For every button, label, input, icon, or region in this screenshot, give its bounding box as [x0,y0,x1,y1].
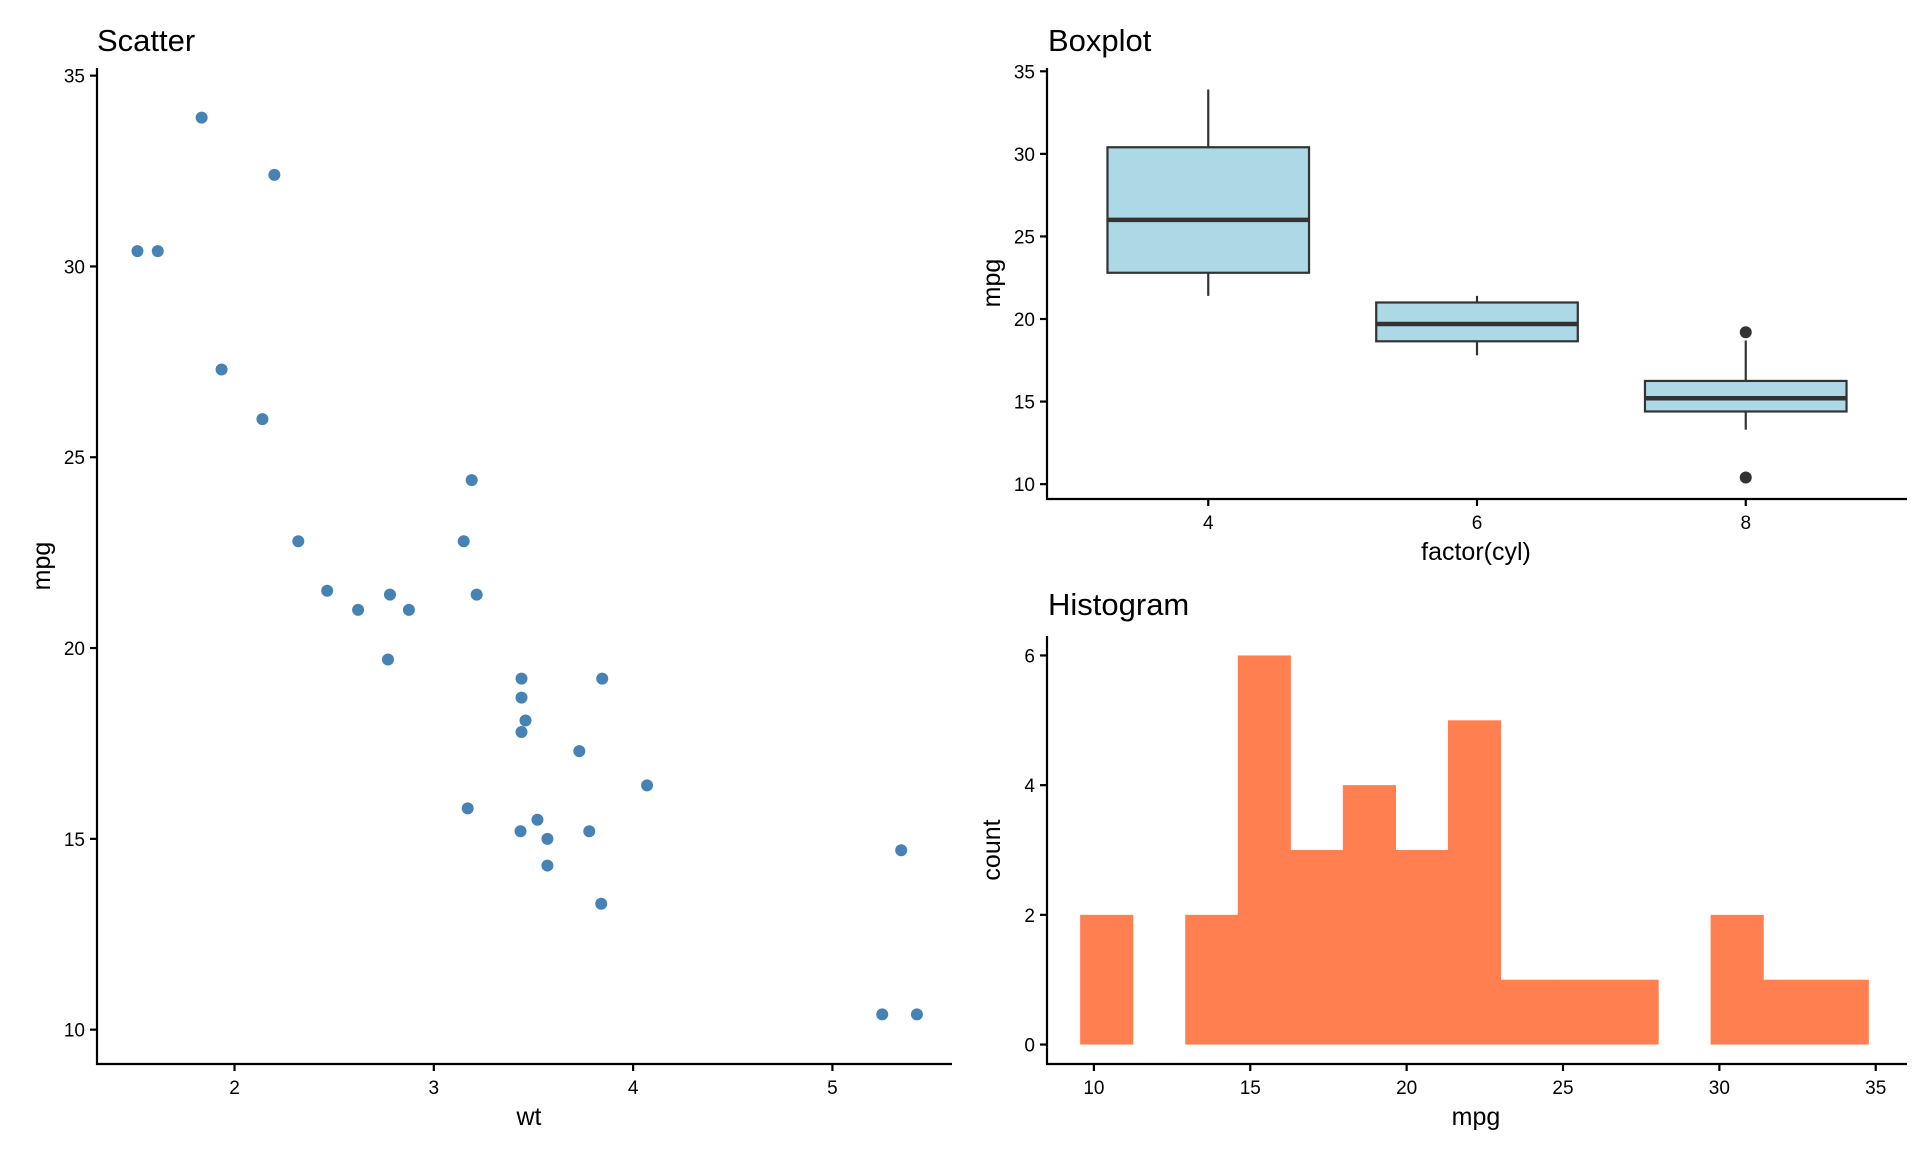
histogram-x-tick-label: 15 [1240,1078,1261,1099]
scatter-y-tick-label: 20 [64,639,85,660]
boxplot-panel: Boxplot 10 15 20 25 30 35 4 6 8 factor(cyl) mpg [978,23,1907,566]
scatter-point [595,897,608,910]
scatter-point [519,714,532,727]
scatter-panel: Scatter 10 15 20 25 30 35 2 3 4 5 wt mpg [28,23,952,1131]
histogram-bar [1080,914,1134,1045]
scatter-point [292,535,305,548]
boxplot-outlier [1739,326,1752,339]
histogram-title: Histogram [1048,587,1189,622]
histogram-y-tick-label: 6 [1024,646,1035,667]
scatter-point [461,802,474,815]
scatter-point [465,474,478,487]
histogram-x-tick-label: 25 [1552,1078,1573,1099]
scatter-x-tick-label: 4 [628,1078,639,1099]
boxplot-y-tick-label: 30 [1014,145,1035,166]
scatter-x-tick-label: 3 [429,1078,440,1099]
histogram-x-tick-label: 10 [1083,1078,1104,1099]
scatter-point [583,825,596,838]
histogram-bar [1395,850,1449,1045]
scatter-y-tick-label: 25 [64,448,85,469]
histogram-bar [1342,785,1396,1045]
boxplot-y-tick-label: 10 [1014,475,1035,496]
scatter-point [515,726,528,738]
boxplot-y-axis-title: mpg [978,259,1006,308]
histogram-y-tick-label: 4 [1024,776,1035,797]
boxplot-x-tick-label: 8 [1740,513,1751,534]
scatter-x-tick-label: 5 [827,1078,838,1099]
histogram-x-tick-label: 30 [1709,1078,1730,1099]
scatter-y-tick-label: 15 [64,830,85,851]
histogram-bars [1080,655,1869,1045]
histogram-bar [1447,720,1502,1045]
scatter-point [515,672,528,685]
scatter-point [151,245,164,258]
boxplot-x-tick-label: 4 [1203,513,1214,534]
scatter-point [514,825,527,838]
scatter-point [383,588,396,601]
histogram-y-tick-label: 0 [1024,1036,1035,1057]
histogram-y-axis-title: count [978,819,1006,880]
boxplot-x-tick-label: 6 [1472,513,1483,534]
scatter-point [457,535,470,548]
scatter-y-tick-label: 30 [64,257,85,278]
scatter-point [131,245,144,258]
histogram-bar [1290,850,1344,1045]
scatter-point [541,859,554,872]
scatter-point [256,413,269,426]
histogram-bar [1237,655,1291,1045]
scatter-y-tick-label: 10 [64,1021,85,1042]
histogram-x-axis-title: mpg [1452,1103,1501,1131]
boxplot-title: Boxplot [1048,23,1152,58]
scatter-point [195,111,208,124]
scatter-point [352,603,365,616]
scatter-point [541,832,554,845]
scatter-point [596,672,609,685]
scatter-point [402,603,415,616]
histogram-bar [1815,979,1869,1045]
boxplot-ticks: 10 15 20 25 30 35 4 6 8 [1014,62,1751,534]
histogram-x-tick-label: 35 [1865,1078,1886,1099]
scatter-x-axis-title: wt [516,1103,542,1131]
histogram-bar [1552,979,1607,1045]
histogram-y-tick-label: 2 [1024,906,1035,927]
scatter-point [381,653,394,666]
boxplot-outlier [1739,471,1752,484]
scatter-point [876,1008,889,1021]
scatter-point [215,363,228,376]
histogram-panel: Histogram 0 2 4 6 10 15 20 25 30 35 mpg count [978,587,1907,1131]
scatter-point [641,779,654,792]
scatter-y-tick-label: 35 [64,67,85,88]
histogram-bar [1710,914,1764,1045]
scatter-point [470,588,483,601]
scatter-title: Scatter [97,23,195,58]
boxplot-y-tick-label: 35 [1014,62,1035,83]
boxplot-box [1106,146,1311,274]
histogram-ticks: 0 2 4 6 10 15 20 25 30 35 [1024,646,1886,1099]
scatter-point [895,844,908,857]
histogram-bar [1605,979,1659,1045]
histogram-bar [1500,979,1554,1045]
scatter-point [268,168,281,181]
scatter-point [910,1008,923,1021]
boxplot-x-axis-title: factor(cyl) [1421,538,1531,566]
scatter-points [131,111,923,1021]
scatter-ticks: 10 15 20 25 30 35 2 3 4 5 [64,67,838,1099]
scatter-x-tick-label: 2 [229,1078,240,1099]
histogram-bar [1185,914,1239,1045]
scatter-point [321,584,334,597]
scatter-point [531,813,544,826]
boxplot-y-tick-label: 15 [1014,393,1035,414]
boxplot-y-tick-label: 25 [1014,227,1035,248]
scatter-y-axis-title: mpg [28,542,56,591]
boxplot-y-tick-label: 20 [1014,310,1035,331]
scatter-point [515,691,528,704]
scatter-point [573,745,586,758]
histogram-bar [1763,979,1817,1045]
histogram-x-tick-label: 20 [1396,1078,1417,1099]
boxplot-marks [1106,89,1848,484]
